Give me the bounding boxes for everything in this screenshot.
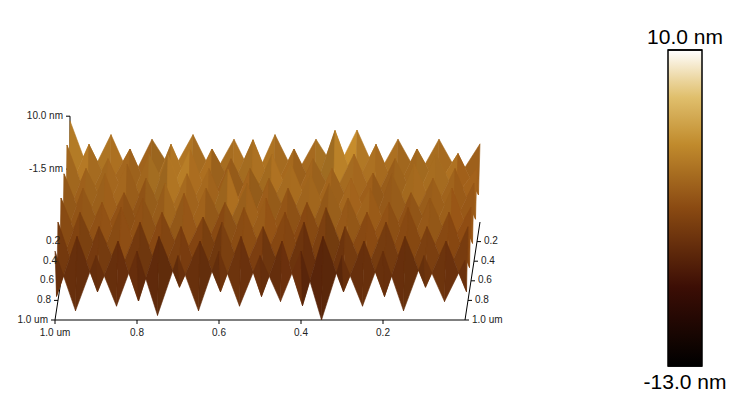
y-tick xyxy=(477,241,481,242)
surface-cell xyxy=(322,237,344,320)
y-tick-label: 0.6 xyxy=(478,274,492,285)
surface-cell xyxy=(178,241,200,311)
y-tick xyxy=(465,320,469,321)
surface-cell xyxy=(158,237,180,316)
colorbar: 10.0 nm -13.0 nm xyxy=(644,25,727,393)
chart: 1.0 um 0.8 0.6 0.4 0.2 0.2 0.2 0.4 0.4 0.6 0.6 0.8 0… xyxy=(0,0,750,399)
surface-cell xyxy=(260,241,282,301)
x-tick-label: 0.2 xyxy=(376,327,390,338)
y-tick-label: 0.8 xyxy=(37,294,51,305)
surface-cell xyxy=(76,237,98,311)
surface-cell xyxy=(137,237,159,316)
y-tick-label: 1.0 um xyxy=(17,314,48,325)
surface-cell xyxy=(342,241,364,306)
colorbar-scale xyxy=(668,50,702,366)
x-axis-line xyxy=(55,320,465,321)
y-tick-label: 0.4 xyxy=(481,255,495,266)
x-tick xyxy=(219,320,220,324)
surface-cell xyxy=(55,237,77,311)
surface-cell xyxy=(96,241,118,306)
y-tick-label: 1.0 um xyxy=(472,314,503,325)
colorbar-label: 10.0 nm xyxy=(647,25,723,48)
colorbar-label: -13.0 nm xyxy=(644,370,727,393)
tick-labels: 1.0 um 0.8 0.6 0.4 0.2 0.2 0.2 0.4 0.4 0.6 0.6 0.8 0… xyxy=(17,110,502,338)
x-tick xyxy=(55,320,56,324)
colorbar-tick xyxy=(668,49,702,51)
z-tick xyxy=(66,116,70,117)
x-tick-label: 0.8 xyxy=(130,327,144,338)
y-tick-label: 0.4 xyxy=(43,255,57,266)
x-tick-label: 1.0 um xyxy=(40,327,71,338)
y-tick xyxy=(474,261,478,262)
y-tick xyxy=(468,300,472,301)
y-tick xyxy=(471,280,475,281)
surface xyxy=(55,121,480,320)
surface-cell xyxy=(240,237,262,307)
y-tick-label: 0.8 xyxy=(475,294,489,305)
surface-cell xyxy=(363,241,385,306)
x-tick xyxy=(301,320,302,324)
y-tick xyxy=(54,300,58,301)
surface-cell xyxy=(383,237,405,311)
surface-cell xyxy=(301,237,323,320)
surface-cell xyxy=(281,241,303,305)
surface-cell xyxy=(445,241,467,301)
surface-cell xyxy=(424,241,446,301)
y-tick-label: 0.2 xyxy=(484,235,498,246)
surface-cell xyxy=(117,241,139,306)
x-tick xyxy=(383,320,384,324)
y-tick-label: 0.2 xyxy=(46,235,60,246)
x-tick xyxy=(137,320,138,324)
x-tick-label: 0.4 xyxy=(294,327,308,338)
surface-cell xyxy=(404,237,426,311)
z-tick-label: -1.5 nm xyxy=(29,163,63,174)
axes xyxy=(51,116,481,324)
surface-cell xyxy=(219,237,241,307)
z-tick-label: 10.0 nm xyxy=(27,110,63,121)
y-tick xyxy=(51,320,55,321)
colorbar-tick xyxy=(668,365,702,367)
x-tick-label: 0.6 xyxy=(212,327,226,338)
surface-cell xyxy=(199,241,221,311)
y-tick-label: 0.6 xyxy=(40,274,54,285)
